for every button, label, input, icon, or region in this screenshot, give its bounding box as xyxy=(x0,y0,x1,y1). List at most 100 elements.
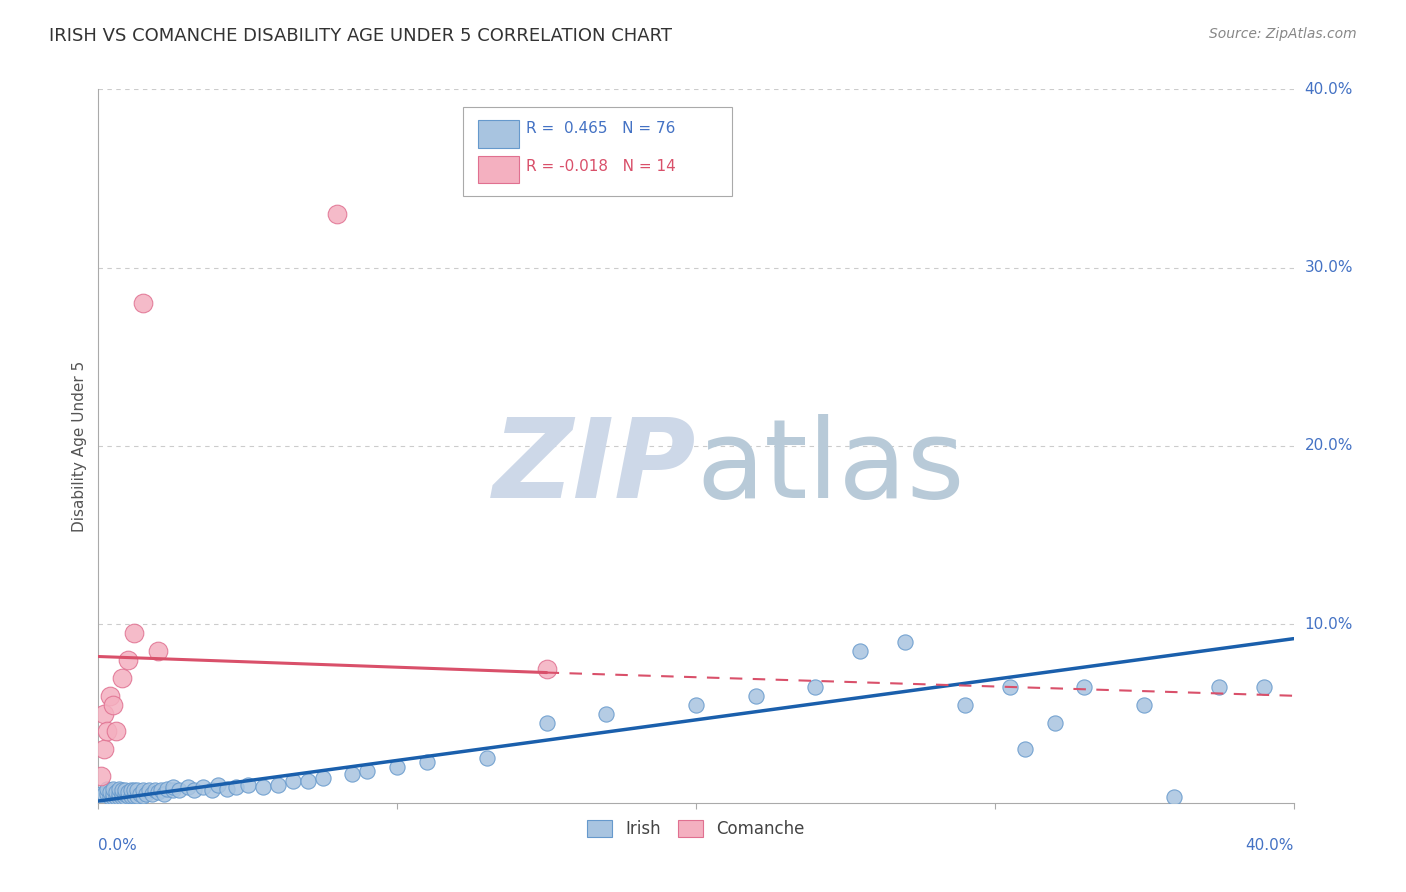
Y-axis label: Disability Age Under 5: Disability Age Under 5 xyxy=(72,360,87,532)
Point xyxy=(536,715,558,730)
Point xyxy=(120,789,142,803)
Point xyxy=(894,635,917,649)
Point xyxy=(326,207,349,221)
Point xyxy=(105,785,128,799)
Point xyxy=(108,781,131,796)
Point xyxy=(114,787,136,801)
Point xyxy=(96,781,118,796)
Point xyxy=(132,789,155,803)
Point xyxy=(90,769,112,783)
Point xyxy=(103,698,125,712)
Point xyxy=(536,662,558,676)
FancyBboxPatch shape xyxy=(463,107,733,196)
Point xyxy=(108,790,131,805)
Point xyxy=(132,296,155,310)
Point xyxy=(177,780,200,794)
Point xyxy=(148,644,170,658)
Point xyxy=(225,780,247,794)
Point xyxy=(385,760,409,774)
Point xyxy=(953,698,976,712)
Point xyxy=(138,783,160,797)
FancyBboxPatch shape xyxy=(478,120,519,148)
Point xyxy=(108,787,131,801)
Point xyxy=(162,780,184,794)
Point xyxy=(96,787,118,801)
Point xyxy=(105,724,128,739)
Point xyxy=(281,774,304,789)
Text: 0.0%: 0.0% xyxy=(98,838,138,854)
Point xyxy=(114,783,136,797)
Point xyxy=(120,783,142,797)
Point xyxy=(215,781,238,796)
Point xyxy=(124,626,146,640)
Point xyxy=(998,680,1021,694)
Text: atlas: atlas xyxy=(696,414,965,521)
Point xyxy=(416,755,439,769)
Point xyxy=(150,783,173,797)
Text: IRISH VS COMANCHE DISABILITY AGE UNDER 5 CORRELATION CHART: IRISH VS COMANCHE DISABILITY AGE UNDER 5… xyxy=(49,27,672,45)
Point xyxy=(103,790,125,805)
Point xyxy=(356,764,378,778)
Point xyxy=(311,771,333,785)
FancyBboxPatch shape xyxy=(478,155,519,184)
Text: ZIP: ZIP xyxy=(492,414,696,521)
Point xyxy=(1208,680,1230,694)
Point xyxy=(127,789,149,803)
Point xyxy=(117,653,139,667)
Point xyxy=(804,680,827,694)
Point xyxy=(267,778,290,792)
Point xyxy=(162,783,184,797)
Point xyxy=(111,790,134,805)
Point xyxy=(849,644,872,658)
Point xyxy=(111,783,134,797)
Point xyxy=(167,783,190,797)
Point xyxy=(201,783,224,797)
Point xyxy=(90,787,112,801)
Point xyxy=(207,778,229,792)
Text: 20.0%: 20.0% xyxy=(1305,439,1353,453)
Point xyxy=(111,671,134,685)
Point xyxy=(141,787,163,801)
Point xyxy=(153,787,176,801)
Point xyxy=(98,790,122,805)
Point xyxy=(1073,680,1095,694)
Point xyxy=(1014,742,1036,756)
Point xyxy=(117,789,139,803)
Text: 30.0%: 30.0% xyxy=(1305,260,1353,275)
Point xyxy=(93,742,115,756)
Point xyxy=(143,783,166,797)
Point xyxy=(148,785,170,799)
Text: R = -0.018   N = 14: R = -0.018 N = 14 xyxy=(526,160,676,174)
Point xyxy=(93,706,115,721)
Point xyxy=(236,778,259,792)
Point xyxy=(98,785,122,799)
Point xyxy=(98,689,122,703)
Point xyxy=(475,751,498,765)
Point xyxy=(111,787,134,801)
Point xyxy=(1253,680,1275,694)
Text: R =  0.465   N = 76: R = 0.465 N = 76 xyxy=(526,121,676,136)
Point xyxy=(1043,715,1066,730)
Point xyxy=(105,790,128,805)
Point xyxy=(129,787,152,801)
Point xyxy=(103,781,125,796)
Point xyxy=(342,767,364,781)
Text: 40.0%: 40.0% xyxy=(1246,838,1294,854)
Point xyxy=(135,787,157,801)
Point xyxy=(191,780,214,794)
Point xyxy=(1133,698,1156,712)
Point xyxy=(745,689,768,703)
Point xyxy=(252,780,274,794)
Point xyxy=(96,724,118,739)
Point xyxy=(132,783,155,797)
Text: 40.0%: 40.0% xyxy=(1305,82,1353,96)
Point xyxy=(127,783,149,797)
Point xyxy=(103,787,125,801)
Point xyxy=(114,790,136,805)
Point xyxy=(93,787,115,801)
Point xyxy=(1163,790,1185,805)
Text: 10.0%: 10.0% xyxy=(1305,617,1353,632)
Point xyxy=(297,774,319,789)
Point xyxy=(183,783,205,797)
Text: Source: ZipAtlas.com: Source: ZipAtlas.com xyxy=(1209,27,1357,41)
